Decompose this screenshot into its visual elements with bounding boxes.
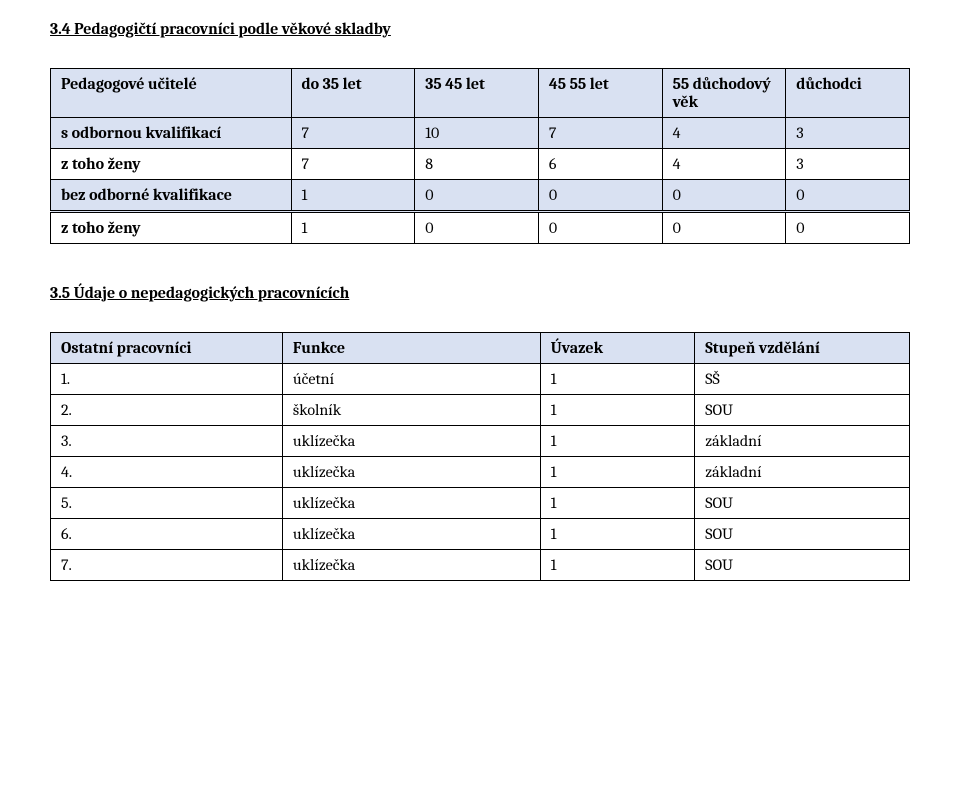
data-cell: 4 [662,149,786,180]
header-col-5: důchodci [786,69,910,118]
row-stupen: SOU [695,550,910,581]
row-number: 4. [51,457,283,488]
data-cell: 4 [662,118,786,149]
header-col-2: 35 45 let [415,69,539,118]
data-cell: 0 [415,180,539,212]
header-col-1: do 35 let [291,69,415,118]
row-number: 1. [51,364,283,395]
data-cell: 0 [786,212,910,244]
table-row: s odbornou kvalifikací710743 [51,118,910,149]
data-cell: 1 [291,212,415,244]
row-uvazek: 1 [540,550,695,581]
row-number: 6. [51,519,283,550]
row-number: 5. [51,488,283,519]
row-uvazek: 1 [540,457,695,488]
row-number: 3. [51,426,283,457]
table-row: 7.uklízečka1SOU [51,550,910,581]
section-2: 3.5 Údaje o nepedagogických pracovnících… [50,284,910,581]
section-heading-2: 3.5 Údaje o nepedagogických pracovnících [50,284,910,302]
data-cell: 3 [786,149,910,180]
row-stupen: SOU [695,519,910,550]
row-funkce: školník [282,395,540,426]
data-cell: 7 [291,118,415,149]
table-header-row: Ostatní pracovníci Funkce Úvazek Stupeň … [51,333,910,364]
header-col-1: Ostatní pracovníci [51,333,283,364]
data-cell: 3 [786,118,910,149]
row-funkce: uklízečka [282,519,540,550]
table-row: 3.uklízečka1základní [51,426,910,457]
row-uvazek: 1 [540,426,695,457]
row-funkce: uklízečka [282,457,540,488]
table-row: z toho ženy10000 [51,212,910,244]
table-row: 4.uklízečka1základní [51,457,910,488]
row-funkce: účetní [282,364,540,395]
data-cell: 10 [415,118,539,149]
header-col-2: Funkce [282,333,540,364]
row-stupen: SOU [695,395,910,426]
table-row: bez odborné kvalifikace10000 [51,180,910,212]
row-number: 2. [51,395,283,426]
data-cell: 0 [415,212,539,244]
row-uvazek: 1 [540,519,695,550]
data-cell: 8 [415,149,539,180]
row-stupen: SŠ [695,364,910,395]
data-cell: 0 [662,212,786,244]
row-stupen: základní [695,426,910,457]
table-nepedagogicti: Ostatní pracovníci Funkce Úvazek Stupeň … [50,332,910,581]
header-col-3: 45 55 let [538,69,662,118]
table-row: 2.školník1SOU [51,395,910,426]
data-cell: 7 [538,118,662,149]
row-uvazek: 1 [540,395,695,426]
row-stupen: SOU [695,488,910,519]
data-cell: 0 [538,212,662,244]
section-heading-1: 3.4 Pedagogičtí pracovníci podle věkové … [50,20,910,38]
header-col-4: 55 důchodový věk [662,69,786,118]
row-label: bez odborné kvalifikace [51,180,292,212]
row-stupen: základní [695,457,910,488]
table-pedagogicti: Pedagogové učitelé do 35 let 35 45 let 4… [50,68,910,244]
header-col-4: Stupeň vzdělání [695,333,910,364]
table-row: 6.uklízečka1SOU [51,519,910,550]
row-funkce: uklízečka [282,426,540,457]
data-cell: 7 [291,149,415,180]
row-label: z toho ženy [51,149,292,180]
header-rowlabel: Pedagogové učitelé [51,69,292,118]
row-label: s odbornou kvalifikací [51,118,292,149]
row-number: 7. [51,550,283,581]
row-uvazek: 1 [540,364,695,395]
table-row: z toho ženy78643 [51,149,910,180]
row-uvazek: 1 [540,488,695,519]
table-header-row: Pedagogové učitelé do 35 let 35 45 let 4… [51,69,910,118]
table-row: 1.účetní1SŠ [51,364,910,395]
data-cell: 6 [538,149,662,180]
row-funkce: uklízečka [282,550,540,581]
table-row: 5.uklízečka1SOU [51,488,910,519]
row-funkce: uklízečka [282,488,540,519]
data-cell: 0 [662,180,786,212]
data-cell: 1 [291,180,415,212]
data-cell: 0 [538,180,662,212]
section-1: 3.4 Pedagogičtí pracovníci podle věkové … [50,20,910,244]
header-col-3: Úvazek [540,333,695,364]
data-cell: 0 [786,180,910,212]
row-label: z toho ženy [51,212,292,244]
